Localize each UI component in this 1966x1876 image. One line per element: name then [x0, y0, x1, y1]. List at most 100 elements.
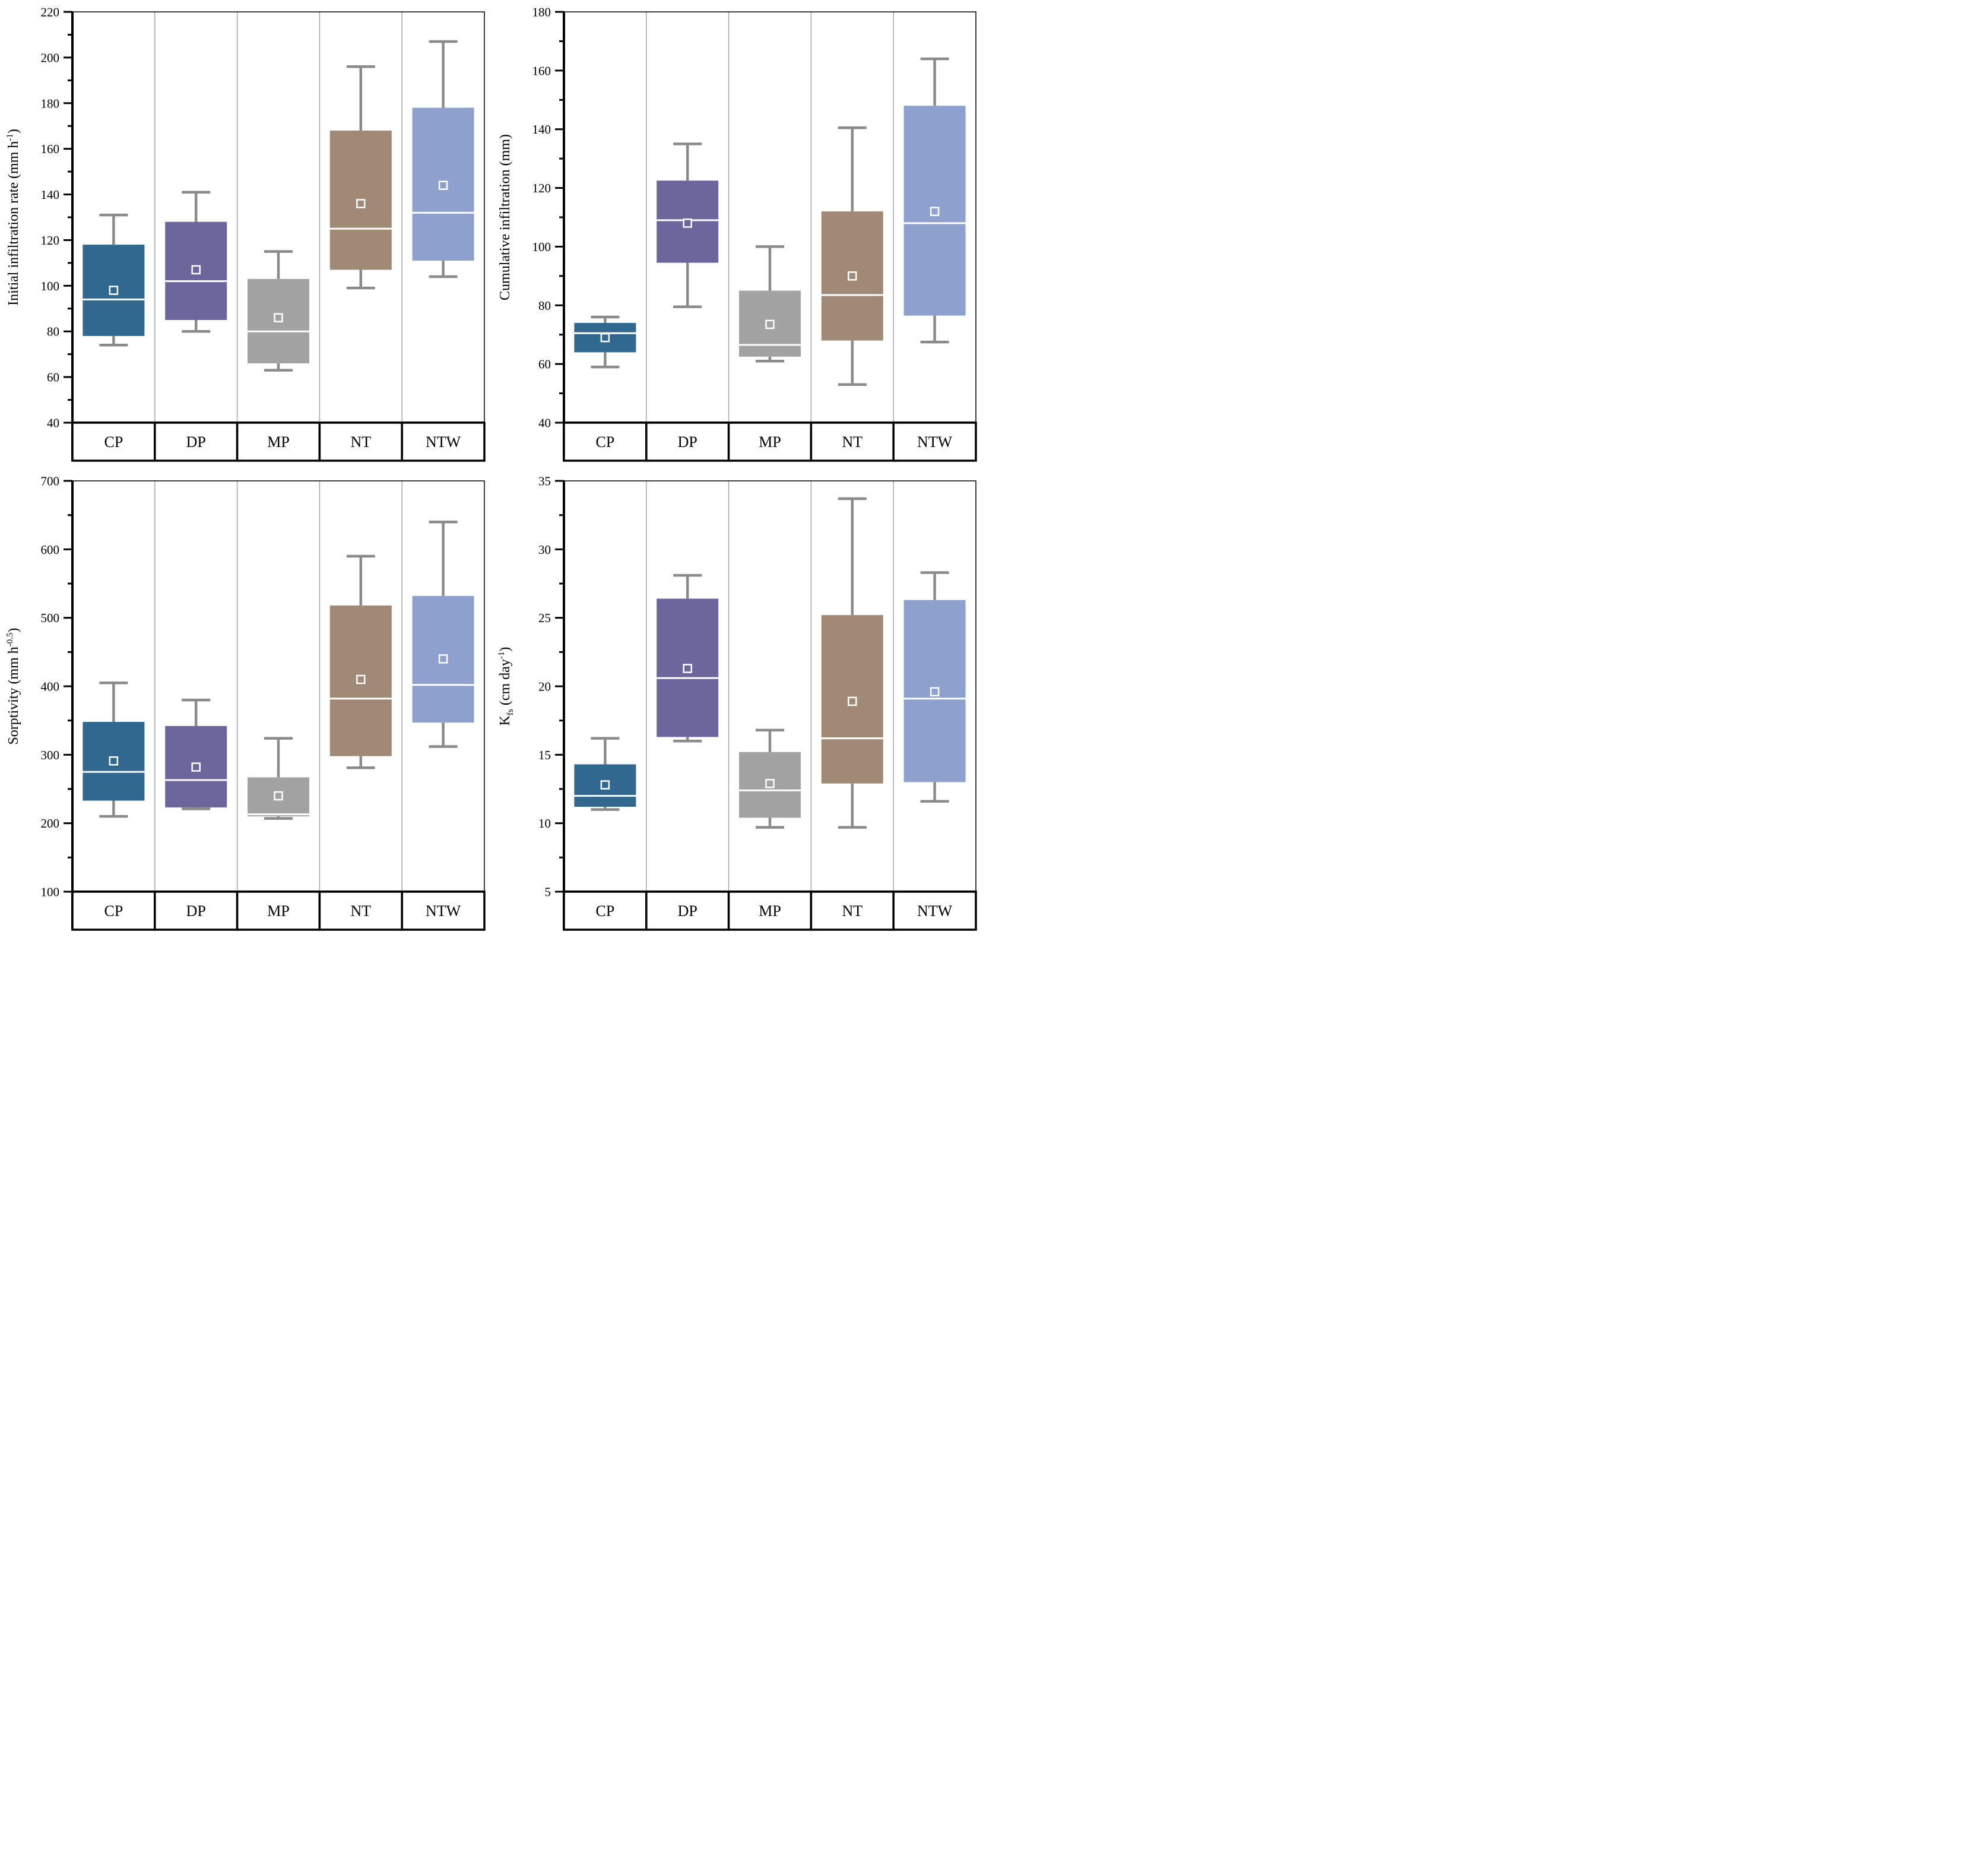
box-group-DP — [165, 698, 227, 810]
y-axis-title: Sorptivity (mm h-0.5) — [5, 628, 21, 744]
median-line-NT — [821, 737, 883, 740]
median-line-DP — [657, 677, 719, 679]
median-line-DP — [165, 779, 227, 781]
box-group-NTW — [412, 520, 474, 748]
mean-marker-NTW — [930, 207, 940, 216]
box-group-CP — [574, 315, 636, 369]
y-tick-label: 120 — [41, 233, 60, 248]
box-group-NTW — [412, 40, 474, 278]
y-tick-label: 180 — [532, 5, 551, 20]
median-line-NT — [821, 294, 883, 296]
median-line-MP — [739, 789, 801, 791]
y-tick-label: 80 — [538, 299, 551, 313]
mean-marker-NTW — [438, 180, 448, 190]
y-tick-label: 120 — [532, 181, 551, 195]
box-group-NTW — [903, 57, 966, 344]
box-group-CP — [83, 213, 145, 347]
category-label-CP: CP — [595, 902, 614, 920]
category-cell-MP — [236, 891, 321, 931]
category-label-DP: DP — [678, 902, 697, 920]
box-group-MP — [739, 728, 801, 829]
category-cell-MP — [727, 422, 813, 462]
median-line-NT — [329, 698, 392, 700]
y-tick-label: 700 — [41, 474, 60, 489]
category-label-MP: MP — [759, 433, 781, 451]
panel-svg-cumulative-infiltration: 40 60 80 100 120 140 160 180 CP DP MP NT NTW Cumulati… — [492, 0, 983, 469]
category-label-NTW: NTW — [426, 902, 461, 920]
y-tick-label: 200 — [41, 50, 60, 65]
y-tick-label: 10 — [538, 816, 551, 831]
category-label-CP: CP — [595, 433, 614, 451]
mean-marker-NT — [356, 674, 366, 685]
median-line-MP — [248, 330, 309, 332]
box-group-CP — [574, 737, 636, 811]
mean-marker-CP — [600, 780, 610, 790]
y-tick-label: 300 — [41, 748, 60, 762]
y-tick-label: 100 — [41, 279, 60, 293]
y-tick-label: 160 — [41, 142, 60, 156]
box-group-DP — [165, 191, 227, 333]
median-line-MP — [739, 344, 801, 346]
y-axis-title: Kfs (cm day-1) — [497, 647, 515, 726]
y-tick-label: 100 — [41, 885, 60, 899]
y-tick-label: 5 — [545, 885, 551, 899]
median-line-CP — [83, 298, 145, 300]
y-tick-label: 500 — [41, 611, 60, 625]
category-label-NT: NT — [350, 902, 371, 920]
category-cell-CP — [563, 891, 648, 931]
category-cell-NT — [318, 891, 403, 931]
category-cell-CP — [71, 422, 156, 462]
panel-background — [0, 469, 492, 938]
y-tick-label: 100 — [532, 240, 551, 254]
y-axis-title: Cumulative infiltration (mm) — [497, 134, 513, 300]
mean-marker-NTW — [438, 654, 448, 664]
category-cell-NTW — [892, 422, 977, 462]
y-axis-title: Initial infiltration rate (mm h-1) — [5, 129, 21, 306]
category-label-MP: MP — [759, 902, 781, 920]
box-group-NT — [821, 126, 883, 386]
panel-svg-kfs: 5 10 15 20 25 30 35 CP DP MP NT NTW Kfs (cm day-1) — [492, 469, 983, 938]
mean-marker-NT — [848, 271, 857, 281]
mean-marker-MP — [274, 313, 283, 322]
box-group-DP — [657, 573, 719, 743]
category-label-CP: CP — [104, 902, 123, 920]
category-cell-DP — [645, 891, 730, 931]
y-tick-label: 40 — [538, 416, 551, 430]
median-line-NTW — [903, 222, 966, 224]
median-line-NTW — [412, 684, 474, 686]
mean-marker-MP — [765, 779, 775, 788]
y-tick-label: 600 — [41, 543, 60, 557]
y-tick-label: 35 — [538, 474, 551, 489]
category-label-DP: DP — [186, 902, 206, 920]
panel-svg-sorptivity: 100 200 300 400 500 600 700 CP DP MP NT NTW Sorptivi… — [0, 469, 492, 938]
category-label-MP: MP — [267, 433, 290, 451]
panel-background — [492, 469, 983, 938]
median-line-NTW — [412, 211, 474, 214]
y-tick-label: 200 — [41, 816, 60, 831]
box-group-MP — [739, 245, 801, 363]
y-tick-label: 180 — [41, 96, 60, 110]
category-cell-NT — [318, 422, 403, 462]
box-group-DP — [657, 142, 719, 309]
category-label-CP: CP — [104, 433, 123, 451]
median-line-NT — [329, 227, 392, 230]
y-tick-label: 60 — [538, 357, 551, 372]
figure-page: 40 60 80 100 120 140 160 180 200 220 CP DP MP NT NTW In… — [0, 0, 983, 938]
category-label-NT: NT — [842, 902, 862, 920]
mean-marker-CP — [109, 286, 119, 295]
box-group-MP — [248, 250, 309, 372]
panel-background — [0, 0, 492, 469]
y-tick-label: 400 — [41, 680, 60, 694]
panel-svg-initial-infiltration-rate: 40 60 80 100 120 140 160 180 200 220 CP DP MP NT NTW In… — [0, 0, 492, 469]
mean-marker-DP — [191, 762, 201, 772]
y-tick-label: 140 — [532, 122, 551, 137]
mean-marker-NT — [848, 696, 857, 706]
y-tick-label: 80 — [47, 325, 59, 339]
mean-marker-DP — [683, 664, 692, 673]
mean-marker-DP — [683, 218, 692, 228]
mean-marker-NT — [356, 199, 366, 208]
mean-marker-DP — [191, 265, 201, 275]
y-tick-label: 40 — [47, 416, 59, 430]
category-label-DP: DP — [186, 433, 206, 451]
y-tick-label: 60 — [47, 370, 59, 385]
